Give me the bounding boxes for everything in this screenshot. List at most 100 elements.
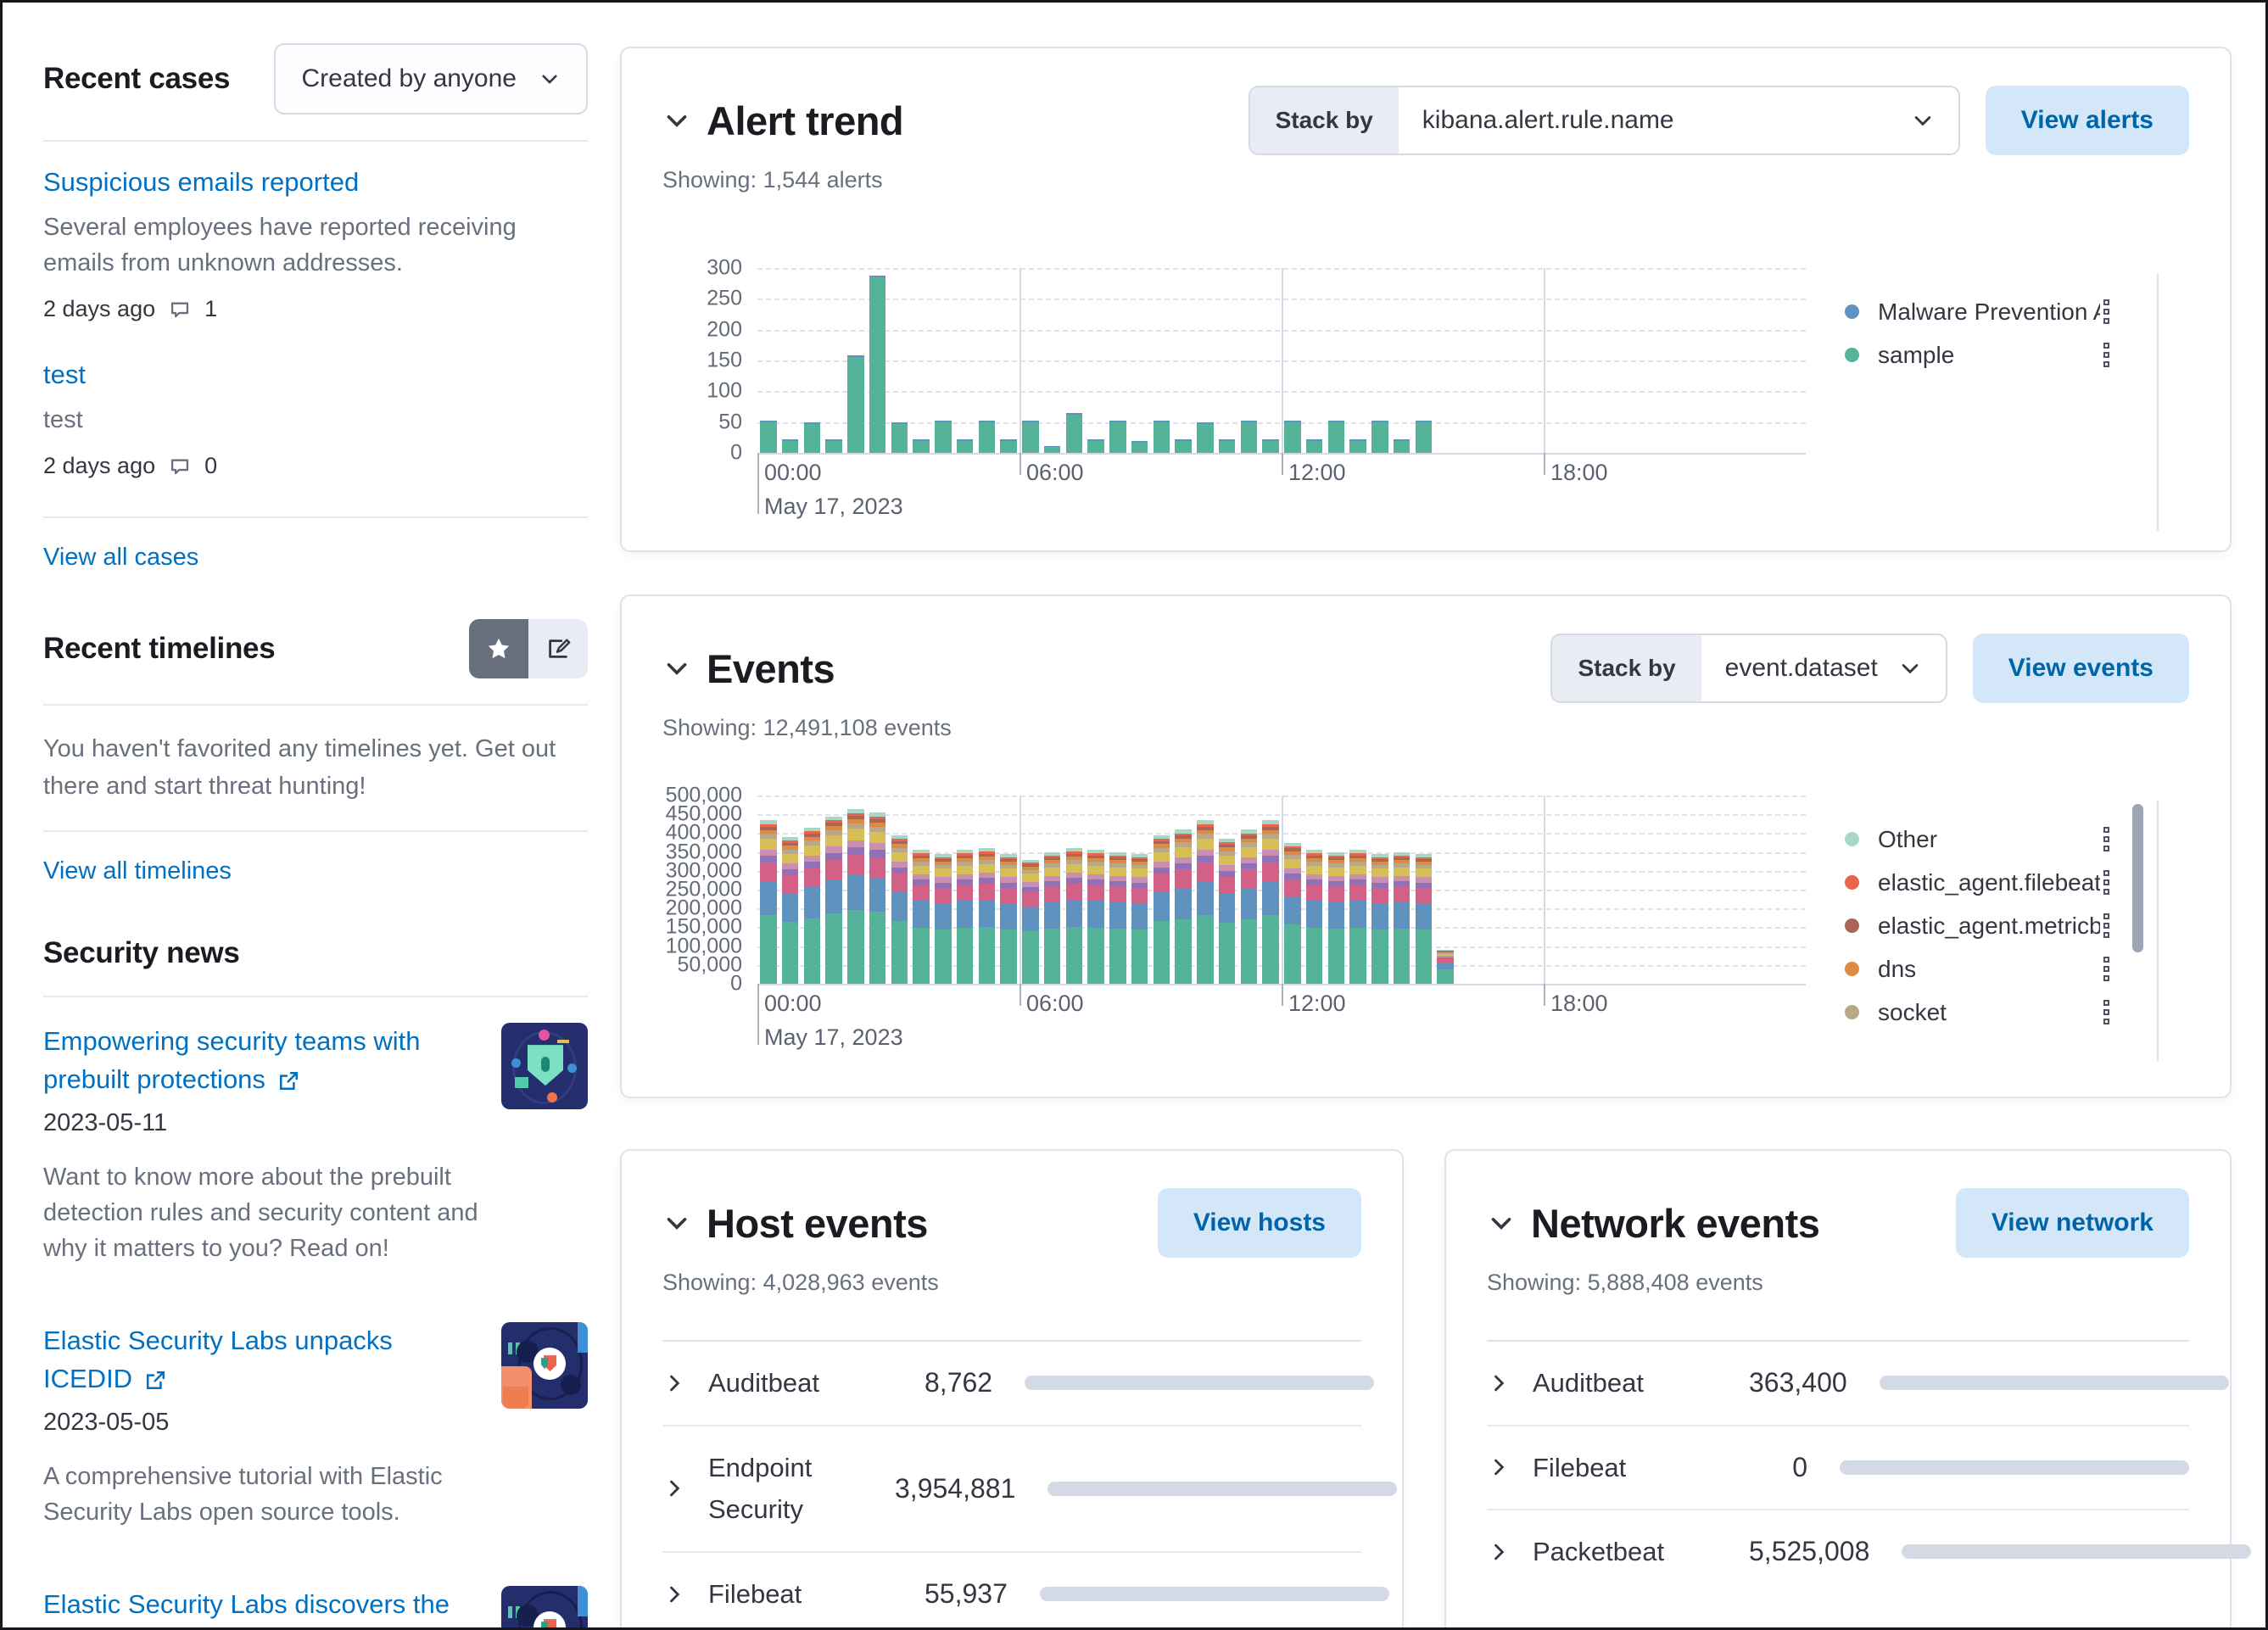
news-description: Want to know more about the prebuilt det… xyxy=(43,1164,478,1263)
legend-label: sample xyxy=(1878,341,1955,368)
recently-updated-filter-button[interactable] xyxy=(528,619,588,679)
comment-bubble-icon xyxy=(169,455,191,477)
table-row: Packetbeat 5,525,008 xyxy=(1487,1510,2252,1594)
security-news-title: Security news xyxy=(43,936,240,970)
legend-options-icon[interactable] xyxy=(2100,867,2113,898)
legend-item[interactable]: elastic_agent.filebeat xyxy=(1845,861,2113,904)
case-age: 2 days ago xyxy=(43,296,156,322)
events-chart-area: 00:00 06:00 12:00 18:00 May 17, 2023 xyxy=(757,795,1806,1062)
external-link-icon xyxy=(144,1369,167,1392)
row-label: Auditbeat xyxy=(708,1368,819,1398)
alert-chart-plot[interactable] xyxy=(757,268,1806,455)
favorites-filter-button[interactable] xyxy=(469,619,528,679)
progress-bar xyxy=(1879,1376,2229,1391)
row-value: 55,937 xyxy=(925,1578,1008,1610)
cases-filter-dropdown[interactable]: Created by anyone xyxy=(274,43,588,114)
news-thumbnail[interactable] xyxy=(501,1322,588,1410)
network-events-header: Network events View network xyxy=(1487,1188,2189,1258)
news-text: Empowering security teams with prebuilt … xyxy=(43,1023,479,1266)
legend-swatch xyxy=(1845,304,1859,319)
legend-options-icon[interactable] xyxy=(2100,953,2113,985)
legend-item[interactable]: Malware Prevention Alert xyxy=(1845,290,2113,333)
divider xyxy=(662,1340,1361,1342)
case-link[interactable]: test xyxy=(43,360,86,390)
collapse-chevron-icon[interactable] xyxy=(662,1209,691,1237)
external-link-icon xyxy=(277,1069,300,1092)
row-label: Filebeat xyxy=(708,1578,802,1609)
news-item: Empowering security teams with prebuilt … xyxy=(43,1023,588,1266)
collapse-chevron-icon[interactable] xyxy=(662,654,691,683)
view-all-timelines-link[interactable]: View all timelines xyxy=(43,857,232,885)
view-events-button[interactable]: View events xyxy=(1972,634,2189,703)
legend-options-icon[interactable] xyxy=(2100,296,2113,327)
news-link[interactable]: Elastic Security Labs discovers the LOBS… xyxy=(43,1589,450,1620)
alert-chart-y-axis: 300 250 200 150 100 50 0 xyxy=(707,255,742,465)
legend-options-icon[interactable] xyxy=(2100,339,2113,371)
row-label: Packetbeat xyxy=(1533,1537,1665,1567)
divider xyxy=(43,830,588,833)
chevron-down-icon xyxy=(1898,656,1922,680)
news-thumbnail[interactable] xyxy=(501,1586,588,1627)
view-alerts-button[interactable]: View alerts xyxy=(1985,86,2189,155)
events-stack-by-select[interactable]: event.dataset xyxy=(1701,635,1946,701)
progress-bar xyxy=(1039,1587,1389,1602)
legend-item[interactable]: socket xyxy=(1845,991,2113,1034)
legend-item[interactable]: sample xyxy=(1845,333,2113,377)
events-chart-legend: Other elastic_agent.filebeat elastic_age… xyxy=(1806,795,2189,1062)
row-value: 5,525,008 xyxy=(1749,1536,1870,1567)
collapse-chevron-icon[interactable] xyxy=(1487,1209,1516,1237)
legend-scrollbar-thumb[interactable] xyxy=(2132,804,2143,952)
case-comment-count: 1 xyxy=(204,296,218,322)
legend-item[interactable]: elastic_agent.metricbeat xyxy=(1845,904,2113,947)
case-link[interactable]: Suspicious emails reported xyxy=(43,167,360,197)
expand-chevron-icon[interactable] xyxy=(1487,1540,1511,1564)
legend-label: Other xyxy=(1878,825,1938,852)
events-chart-plot[interactable] xyxy=(757,795,1806,985)
news-link[interactable]: Elastic Security Labs unpacks ICEDID xyxy=(43,1326,393,1394)
news-item: Elastic Security Labs discovers the LOBS… xyxy=(43,1586,588,1627)
host-events-header: Host events View hosts xyxy=(662,1188,1361,1258)
table-row: Auditbeat 363,400 xyxy=(1487,1342,2229,1426)
case-description: Several employees have reported receivin… xyxy=(43,214,517,277)
comment-bubble-icon xyxy=(169,299,191,321)
legend-item[interactable]: Other xyxy=(1845,818,2113,861)
case-meta: 2 days ago 0 xyxy=(43,453,588,479)
network-events-showing-count: Showing: 5,888,408 events xyxy=(1487,1270,1763,1295)
alert-trend-controls: Stack by kibana.alert.rule.name View ale… xyxy=(1248,86,2189,155)
table-row: Auditbeat 8,762 xyxy=(662,1342,1375,1426)
timelines-toggle-group xyxy=(469,619,588,679)
expand-chevron-icon[interactable] xyxy=(662,1583,686,1606)
news-description: A comprehensive tutorial with Elastic Se… xyxy=(43,1463,443,1527)
row-label: Filebeat xyxy=(1533,1452,1627,1482)
divider xyxy=(43,704,588,706)
case-age: 2 days ago xyxy=(43,453,156,479)
legend-item[interactable]: dns xyxy=(1845,947,2113,991)
view-all-cases-link[interactable]: View all cases xyxy=(43,544,199,572)
alert-stack-by-select[interactable]: kibana.alert.rule.name xyxy=(1399,87,1958,154)
divider xyxy=(43,140,588,142)
legend-label: elastic_agent.filebeat xyxy=(1878,868,2100,896)
row-label: Endpoint Security xyxy=(708,1452,813,1525)
view-network-button[interactable]: View network xyxy=(1955,1188,2189,1258)
progress-bar xyxy=(1840,1460,2189,1475)
events-controls: Stack by event.dataset View events xyxy=(1550,634,2189,703)
legend-options-icon[interactable] xyxy=(2100,996,2113,1028)
news-thumbnail[interactable] xyxy=(501,1023,588,1110)
collapse-chevron-icon[interactable] xyxy=(662,106,691,135)
view-hosts-button[interactable]: View hosts xyxy=(1157,1188,1361,1258)
expand-chevron-icon[interactable] xyxy=(662,1476,686,1500)
expand-chevron-icon[interactable] xyxy=(1487,1455,1511,1479)
legend-options-icon[interactable] xyxy=(2100,910,2113,941)
legend-options-icon[interactable] xyxy=(2100,823,2113,855)
expand-chevron-icon[interactable] xyxy=(662,1371,686,1395)
expand-chevron-icon[interactable] xyxy=(1487,1371,1511,1395)
divider xyxy=(43,996,588,998)
row-value: 363,400 xyxy=(1749,1367,1847,1398)
recent-timelines-title: Recent timelines xyxy=(43,632,276,666)
news-text: Elastic Security Labs discovers the LOBS… xyxy=(43,1586,479,1627)
events-showing-count: Showing: 12,491,108 events xyxy=(662,715,952,740)
network-events-title: Network events xyxy=(1531,1200,1820,1246)
news-link[interactable]: Empowering security teams with prebuilt … xyxy=(43,1026,421,1095)
row-label: Auditbeat xyxy=(1533,1368,1644,1398)
recent-cases-title: Recent cases xyxy=(43,62,231,95)
